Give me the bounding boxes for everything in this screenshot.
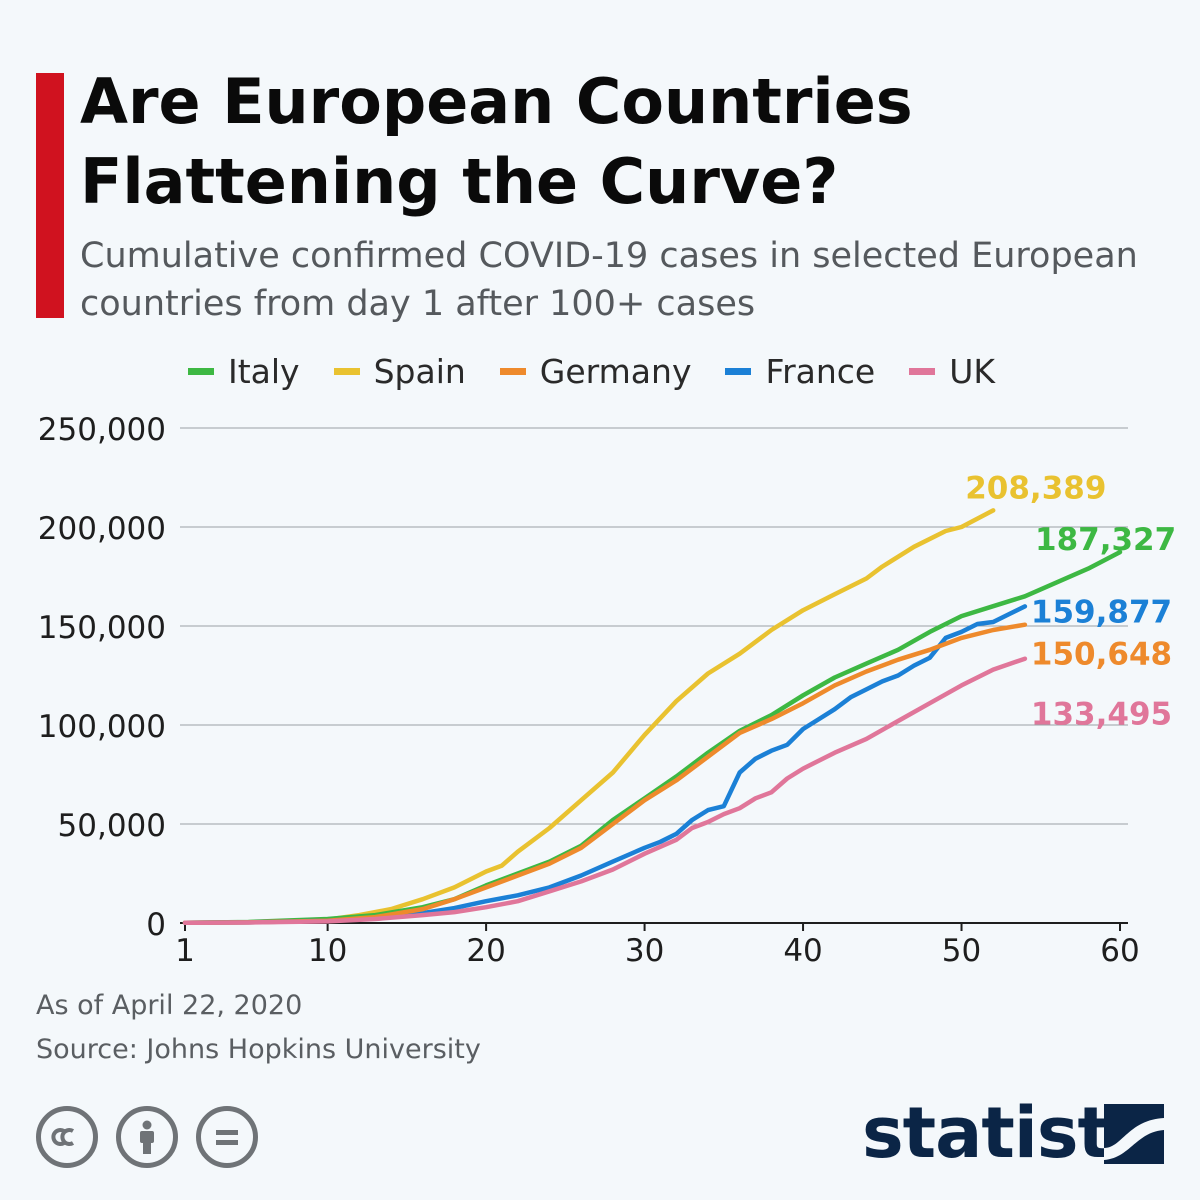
legend-item-france: France	[725, 352, 875, 391]
y-tick-label: 250,000	[38, 412, 166, 448]
x-tick-label: 50	[942, 933, 981, 969]
line-chart: 0 50,000 100,000 150,000 200,000 250,000 1 10 20…	[38, 412, 1176, 969]
x-tick-label: 60	[1100, 933, 1139, 969]
by-icon	[116, 1106, 178, 1168]
y-tick-label: 200,000	[38, 511, 166, 547]
legend-swatch-italy	[188, 368, 214, 375]
chart-title: Are European Countries Flattening the Cu…	[80, 65, 913, 218]
x-tick-label: 20	[466, 933, 505, 969]
x-tick-label: 10	[308, 933, 347, 969]
end-label-france: 159,877	[1031, 594, 1172, 630]
end-label-italy: 187,327	[1035, 522, 1176, 558]
legend-swatch-uk	[909, 368, 936, 375]
chart-subtitle: Cumulative confirmed COVID-19 cases in s…	[80, 236, 1138, 324]
legend-label-germany: Germany	[539, 352, 692, 391]
license-icons	[36, 1106, 276, 1168]
legend-item-uk: UK	[909, 352, 995, 391]
end-label-uk: 133,495	[1031, 697, 1172, 733]
legend-swatch-germany	[499, 368, 526, 375]
y-tick-label: 0	[146, 907, 166, 943]
y-tick-label: 150,000	[38, 610, 166, 646]
legend-label-uk: UK	[949, 352, 996, 391]
legend-label-italy: Italy	[228, 352, 300, 391]
legend-item-germany: Germany	[499, 352, 692, 391]
cc-icon	[36, 1106, 98, 1168]
legend-label-france: France	[765, 352, 876, 391]
x-tick-label: 30	[625, 933, 664, 969]
accent-bar	[36, 73, 64, 318]
statista-logo-icon	[1104, 1104, 1164, 1164]
x-tick-label: 40	[783, 933, 822, 969]
x-tick-label: 1	[175, 933, 195, 969]
nd-icon	[196, 1106, 258, 1168]
legend-item-spain: Spain	[333, 352, 466, 391]
series-line-france	[182, 604, 1028, 925]
legend-label-spain: Spain	[373, 352, 466, 391]
series-line-uk	[182, 656, 1028, 926]
legend-swatch-france	[725, 368, 752, 375]
y-tick-label: 100,000	[38, 709, 166, 745]
end-label-germany: 150,648	[1031, 637, 1172, 673]
legend-item-italy: Italy	[188, 352, 300, 391]
legend: Italy Spain Germany France UK	[188, 352, 1029, 391]
series-line-spain	[182, 508, 996, 925]
y-tick-label: 50,000	[58, 808, 166, 844]
source-note: Source: Johns Hopkins University	[36, 1034, 481, 1065]
legend-swatch-spain	[333, 368, 360, 375]
series-line-italy	[182, 549, 1123, 925]
date-note: As of April 22, 2020	[36, 990, 303, 1021]
end-label-spain: 208,389	[965, 470, 1106, 506]
series-line-germany	[182, 622, 1028, 925]
